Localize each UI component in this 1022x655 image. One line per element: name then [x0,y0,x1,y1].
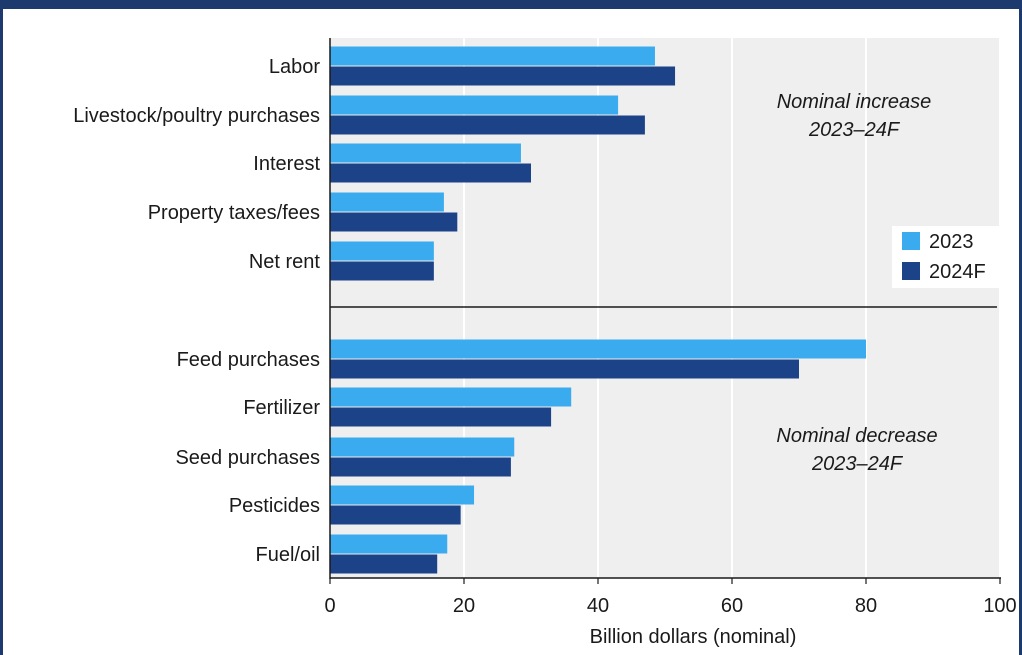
x-tick-label: 0 [324,595,335,617]
bar-2023-fuel-oil [330,534,448,554]
legend-label: 2024F [929,261,986,283]
group-annotation-sublabel: 2023–24F [811,453,904,475]
bar-2024F-fertilizer [330,407,552,427]
bar-2023-labor [330,46,655,66]
x-axis-label: Billion dollars (nominal) [590,626,797,648]
category-label: Net rent [249,251,321,273]
category-label: Livestock/poultry purchases [73,105,320,127]
bar-chart: 0 20 40 60 80 100 Billion dollars (nominal) Lab… [73,38,1017,648]
legend-label: 2023 [929,231,974,253]
bar-2024F-fuel-oil [330,554,438,574]
category-label: Pesticides [229,495,320,517]
bar-2023-fertilizer [330,387,572,407]
legend-swatch [902,232,920,250]
x-tick-label: 20 [453,595,475,617]
bar-2023-pesticides [330,485,475,505]
x-tick-label: 40 [587,595,609,617]
category-label: Fertilizer [243,397,320,419]
legend-swatch [902,262,920,280]
bar-2023-feed-purchases [330,339,866,359]
bar-2024F-interest [330,163,531,183]
category-label: Interest [253,153,320,175]
bar-2024F-seed-purchases [330,457,511,477]
x-tick-label: 60 [721,595,743,617]
category-label: Property taxes/fees [148,202,320,224]
bar-2023-property-taxes-fees [330,192,444,212]
bar-2024F-pesticides [330,505,461,525]
bar-2023-interest [330,143,521,163]
x-tick-label: 100 [983,595,1016,617]
bar-2024F-labor [330,66,676,86]
bar-2024F-net-rent [330,261,434,281]
category-label: Seed purchases [175,447,320,469]
bar-2023-seed-purchases [330,437,515,457]
bar-2024F-feed-purchases [330,359,799,379]
group-annotation-sublabel: 2023–24F [808,119,901,141]
bar-2024F-property-taxes-fees [330,212,458,232]
group-annotation-label: Nominal increase [777,91,932,113]
x-tick-label: 80 [855,595,877,617]
bar-2024F-livestock-poultry-purchases [330,115,645,135]
category-label: Fuel/oil [256,544,320,566]
category-label: Labor [269,56,320,78]
bar-2023-net-rent [330,241,434,261]
bar-2023-livestock-poultry-purchases [330,95,619,115]
group-annotation-label: Nominal decrease [776,425,937,447]
category-label: Feed purchases [177,349,320,371]
